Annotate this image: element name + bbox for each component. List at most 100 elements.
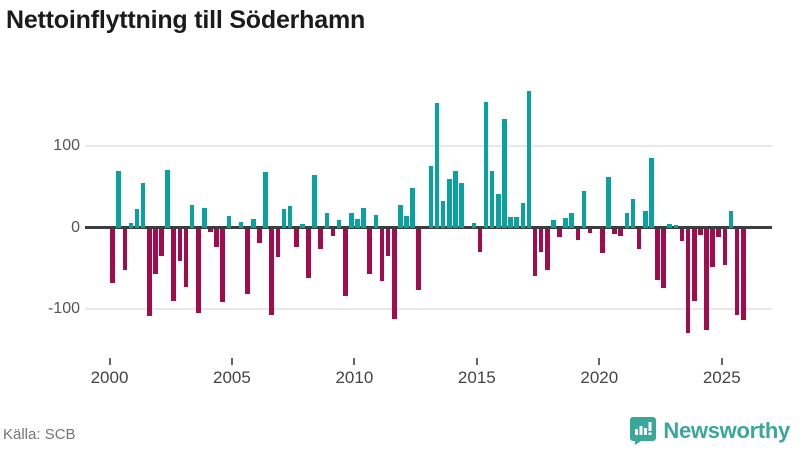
bar-2018-q2 bbox=[557, 228, 562, 237]
bar-2009-q3 bbox=[342, 228, 348, 296]
bar-2003-q3 bbox=[195, 228, 201, 313]
bar-2021-q3 bbox=[636, 228, 642, 250]
bar-2010-q1 bbox=[355, 218, 360, 228]
bar-2011-q1 bbox=[379, 228, 385, 281]
y-axis-label: 100 bbox=[53, 136, 80, 154]
x-tick-mark bbox=[353, 358, 356, 365]
bar-2000-q4 bbox=[128, 222, 134, 228]
x-tick-mark bbox=[108, 358, 111, 365]
bar-2008-q2 bbox=[312, 175, 317, 228]
bar-2022-q3 bbox=[661, 228, 666, 289]
bar-2001-q2 bbox=[140, 182, 146, 228]
x-tick-mark bbox=[230, 358, 233, 365]
bar-2020-q2 bbox=[606, 177, 611, 228]
bar-2006-q2 bbox=[263, 172, 268, 228]
bar-2021-q4 bbox=[642, 211, 648, 228]
bar-2020-q1 bbox=[600, 228, 605, 254]
newsworthy-logo[interactable]: Newsworthy bbox=[630, 417, 790, 445]
x-tick-mark bbox=[598, 358, 601, 365]
bar-2002-q3 bbox=[171, 228, 177, 301]
bar-2008-q3 bbox=[318, 228, 324, 250]
bar-2003-q4 bbox=[202, 208, 207, 228]
bar-2011-q4 bbox=[398, 204, 403, 228]
bar-2023-q4 bbox=[691, 228, 697, 301]
bar-2015-q4 bbox=[496, 194, 501, 228]
bar-2016-q3 bbox=[514, 217, 519, 228]
bar-2017-q2 bbox=[532, 228, 538, 277]
bar-2011-q2 bbox=[385, 228, 391, 256]
bar-2025-q4 bbox=[740, 228, 746, 321]
bar-2017-q3 bbox=[538, 228, 544, 253]
bar-2008-q4 bbox=[324, 212, 330, 228]
bar-2003-q1 bbox=[183, 228, 189, 287]
x-axis-label: 2025 bbox=[702, 368, 741, 387]
zero-line bbox=[85, 226, 772, 230]
x-tick-mark bbox=[475, 358, 478, 365]
bar-2024-q4 bbox=[716, 228, 722, 237]
bar-2023-q2 bbox=[679, 228, 685, 241]
page-title: Nettoinflyttning till Söderhamn bbox=[6, 6, 366, 34]
x-axis-label: 2020 bbox=[580, 368, 619, 387]
bar-2023-q3 bbox=[685, 228, 691, 333]
bar-2014-q2 bbox=[459, 182, 464, 228]
grid-line bbox=[85, 144, 772, 147]
bar-2000-q2 bbox=[116, 171, 121, 228]
bar-2005-q3 bbox=[244, 228, 250, 295]
bar-2022-q1 bbox=[649, 158, 654, 228]
bar-2001-q3 bbox=[146, 228, 152, 317]
bar-2016-q2 bbox=[508, 217, 513, 228]
bar-2010-q3 bbox=[367, 228, 373, 275]
bar-2019-q2 bbox=[581, 190, 587, 228]
bar-2018-q1 bbox=[551, 220, 556, 228]
bar-2009-q2 bbox=[336, 219, 342, 228]
x-tick-mark bbox=[720, 358, 723, 365]
bar-2024-q1 bbox=[698, 228, 703, 236]
bar-2006-q1 bbox=[257, 228, 262, 243]
bar-2014-q1 bbox=[453, 171, 458, 228]
grid-line bbox=[85, 308, 772, 311]
bar-2004-q4 bbox=[226, 216, 232, 228]
y-axis-label: -100 bbox=[47, 300, 80, 318]
x-axis-label: 2000 bbox=[90, 368, 129, 387]
bar-2004-q3 bbox=[220, 228, 226, 303]
bar-2015-q2 bbox=[483, 101, 489, 228]
x-axis-label: 2010 bbox=[335, 368, 374, 387]
bar-2010-q4 bbox=[373, 214, 379, 228]
bar-2018-q3 bbox=[563, 217, 568, 228]
bar-2000-q3 bbox=[122, 228, 128, 270]
bar-2018-q4 bbox=[569, 212, 575, 228]
bar-2025-q2 bbox=[728, 210, 734, 228]
bar-2015-q3 bbox=[489, 171, 495, 228]
bar-2024-q3 bbox=[710, 228, 715, 268]
bar-2023-q1 bbox=[673, 225, 679, 228]
source-label: Källa: SCB bbox=[3, 426, 76, 443]
bar-2002-q1 bbox=[159, 228, 164, 256]
bar-2020-q4 bbox=[618, 228, 624, 237]
bar-2022-q4 bbox=[667, 224, 673, 228]
bar-2002-q4 bbox=[177, 228, 183, 262]
bar-2004-q1 bbox=[208, 228, 213, 232]
bar-2006-q4 bbox=[275, 228, 281, 258]
bar-2007-q4 bbox=[300, 224, 305, 228]
bar-2005-q4 bbox=[251, 218, 256, 228]
x-axis-label: 2015 bbox=[457, 368, 496, 387]
bar-2009-q4 bbox=[349, 212, 354, 228]
bar-2012-q1 bbox=[404, 216, 409, 228]
bar-2013-q2 bbox=[434, 102, 440, 228]
brand-name: Newsworthy bbox=[663, 418, 790, 443]
bar-2019-q1 bbox=[575, 228, 581, 241]
bar-2025-q1 bbox=[722, 228, 728, 265]
x-axis-label: 2005 bbox=[213, 368, 251, 387]
bar-2022-q2 bbox=[655, 228, 660, 281]
bar-2012-q2 bbox=[410, 187, 415, 228]
bar-2011-q3 bbox=[391, 228, 397, 319]
bar-2002-q2 bbox=[165, 169, 170, 228]
bar-2000-q1 bbox=[110, 228, 115, 283]
bar-2021-q2 bbox=[630, 199, 636, 228]
bar-2009-q1 bbox=[330, 228, 336, 237]
bar-2007-q1 bbox=[281, 208, 287, 228]
bar-2024-q2 bbox=[704, 228, 709, 331]
y-axis-label: 0 bbox=[71, 218, 80, 236]
bar-2025-q3 bbox=[734, 228, 740, 316]
